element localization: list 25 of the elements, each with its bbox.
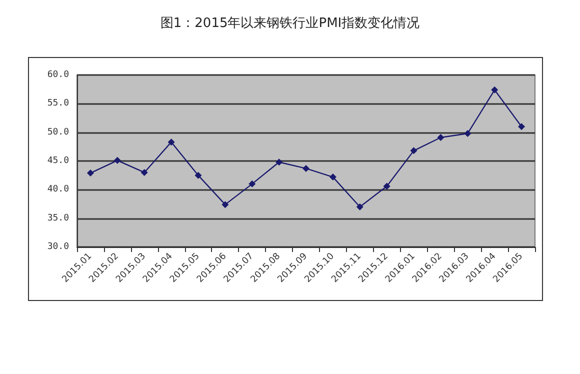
y-tick-label: 30.0 (47, 242, 69, 252)
y-tick-label: 50.0 (47, 127, 69, 138)
y-tick-label: 40.0 (47, 184, 69, 195)
point (248, 180, 256, 188)
point (491, 86, 498, 94)
point (276, 158, 283, 166)
point (329, 174, 336, 181)
point (383, 182, 390, 190)
y-tick-label: 55.0 (47, 98, 69, 109)
point (518, 123, 526, 130)
chart-title: 图1：2015年以来钢铁行业PMI指数变化情况 (160, 16, 420, 31)
y-tick-label: 35.0 (47, 213, 69, 224)
point (464, 130, 472, 137)
point (356, 203, 364, 210)
point (194, 172, 202, 179)
point (86, 170, 94, 177)
point (168, 138, 175, 146)
y-tick-label: 60.0 (47, 70, 69, 80)
point (437, 134, 444, 141)
point (222, 201, 229, 208)
point (302, 164, 310, 172)
point (114, 156, 121, 164)
point (410, 147, 418, 154)
y-tick-label: 45.0 (47, 156, 69, 166)
point (140, 168, 148, 176)
